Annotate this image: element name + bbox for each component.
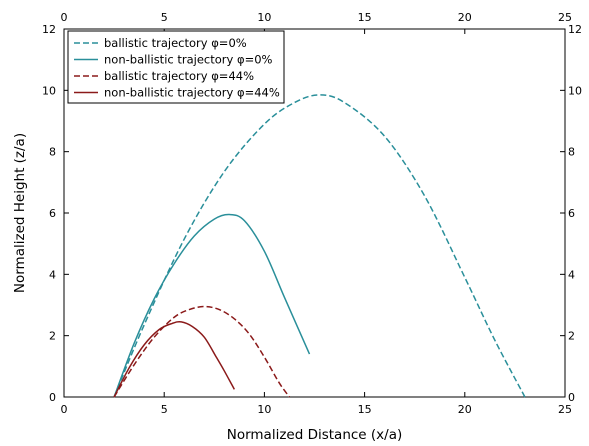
- legend-label: ballistic trajectory φ=0%: [104, 36, 247, 50]
- x-tick-label-top: 10: [257, 11, 271, 24]
- x-tick-label-top: 0: [61, 11, 68, 24]
- x-tick-label-bottom: 15: [358, 403, 372, 416]
- y-tick-label-right: 2: [568, 330, 575, 343]
- y-tick-label-right: 0: [568, 391, 575, 404]
- legend-label: non-ballistic trajectory φ=0%: [104, 53, 273, 67]
- legend-label: non-ballistic trajectory φ=44%: [104, 86, 280, 100]
- y-tick-label-left: 0: [49, 391, 56, 404]
- y-tick-label-right: 4: [568, 268, 575, 281]
- y-tick-label-left: 10: [42, 84, 56, 97]
- x-tick-label-bottom: 5: [161, 403, 168, 416]
- y-tick-label-left: 6: [49, 207, 56, 220]
- x-tick-label-top: 5: [161, 11, 168, 24]
- x-tick-label-bottom: 25: [558, 403, 572, 416]
- series-lines: [113, 94, 526, 398]
- legend-box: [67, 30, 285, 104]
- series-line-2: [113, 213, 311, 398]
- y-tick-label-right: 8: [568, 146, 575, 159]
- x-tick-label-top: 20: [458, 11, 472, 24]
- legend: ballistic trajectory φ=0% non-ballistic t…: [67, 30, 285, 104]
- y-axis-title: Normalized Height (z/a): [12, 133, 28, 293]
- x-tick-label-top: 25: [558, 11, 572, 24]
- y-tick-label-left: 4: [49, 268, 56, 281]
- legend-label: ballistic trajectory φ=44%: [104, 69, 254, 83]
- x-tick-label-bottom: 20: [458, 403, 472, 416]
- y-tick-label-right: 10: [568, 84, 582, 97]
- y-tick-label-left: 2: [49, 330, 56, 343]
- y-tick-label-right: 12: [568, 23, 582, 36]
- x-tick-label-bottom: 10: [257, 403, 271, 416]
- y-tick-label-right: 6: [568, 207, 575, 220]
- x-axis-title: Normalized Distance (x/a): [227, 427, 403, 443]
- series-line-4: [113, 320, 235, 398]
- y-tick-label-left: 8: [49, 146, 56, 159]
- x-tick-label-top: 15: [358, 11, 372, 24]
- series-line-1: [113, 94, 526, 398]
- x-tick-label-bottom: 0: [61, 403, 68, 416]
- series-line-3: [113, 305, 291, 398]
- y-tick-label-left: 12: [42, 23, 56, 36]
